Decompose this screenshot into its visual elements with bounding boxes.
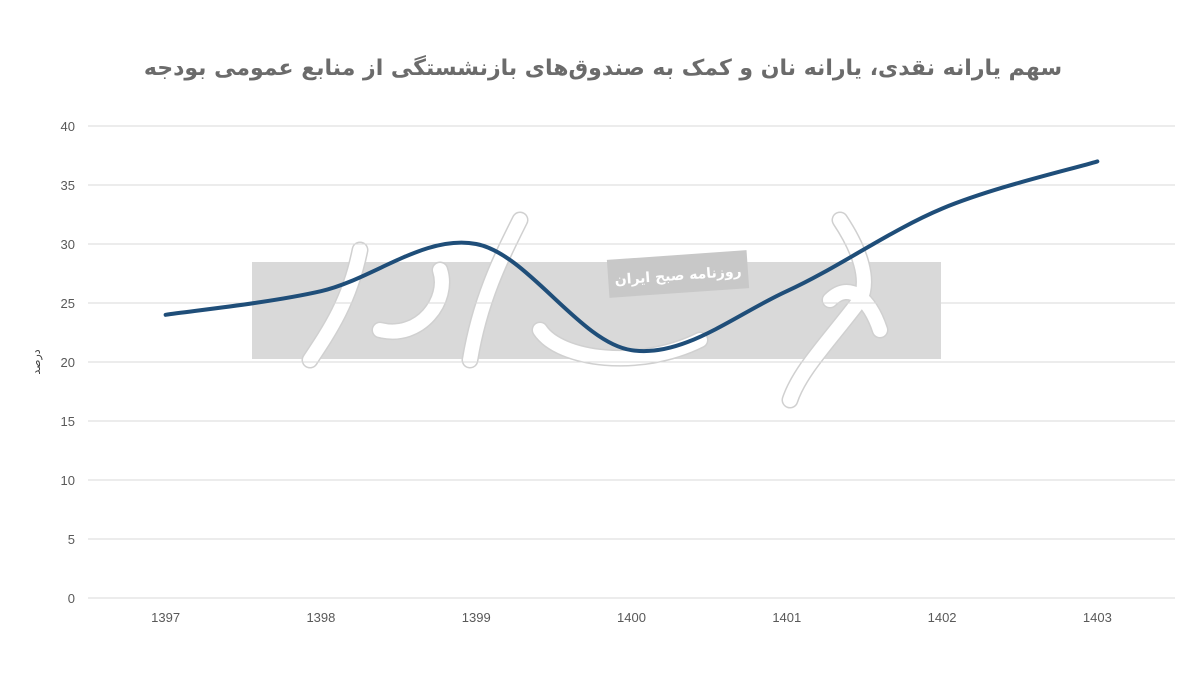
y-tick-label: 35 bbox=[61, 178, 75, 193]
y-tick-label: 25 bbox=[61, 296, 75, 311]
chart-title: سهم یارانه نقدی، یارانه نان و کمک به صند… bbox=[144, 54, 1062, 81]
y-tick-label: 15 bbox=[61, 414, 75, 429]
watermark: روزنامه صبح ایران bbox=[252, 211, 941, 409]
y-tick-label: 40 bbox=[61, 119, 75, 134]
y-tick-label: 5 bbox=[68, 532, 75, 547]
y-tick-label: 30 bbox=[61, 237, 75, 252]
x-tick-label: 1398 bbox=[306, 610, 335, 625]
x-tick-label: 1399 bbox=[462, 610, 491, 625]
y-tick-label: 20 bbox=[61, 355, 75, 370]
x-tick-label: 1397 bbox=[151, 610, 180, 625]
watermark-tag-box bbox=[606, 250, 750, 298]
y-tick-label: 10 bbox=[61, 473, 75, 488]
y-tick-label: 0 bbox=[68, 591, 75, 606]
x-tick-label: 1402 bbox=[928, 610, 957, 625]
watermark-logo bbox=[301, 211, 889, 409]
x-tick-label: 1400 bbox=[617, 610, 646, 625]
x-tick-label: 1403 bbox=[1083, 610, 1112, 625]
x-tick-label: 1401 bbox=[772, 610, 801, 625]
y-axis-label: درصد bbox=[30, 349, 43, 374]
